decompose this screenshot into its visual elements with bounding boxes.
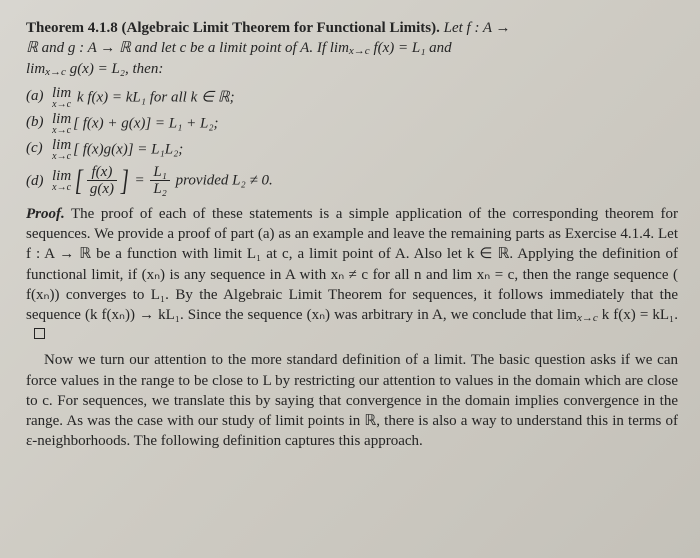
item-a-text: k f(x) = kL₁ for all k ∈ ℝ; [73,89,235,105]
qed-icon [34,328,45,339]
item-a-body: limx→c k f(x) = kL₁ for all k ∈ ℝ; [52,86,678,110]
item-d-lim-sub: x→c [52,183,71,193]
item-d-frac1-den: g(x) [87,181,117,198]
item-c: (c) limx→c[ f(x)g(x)] = L₁L₂; [26,138,678,162]
proof-label: Proof. [26,206,65,222]
item-d: (d) limx→c[f(x)g(x)] = L₁L₂ provided L₂ … [26,164,678,198]
proof-tail-sub: x→c [577,312,598,324]
item-b-body: limx→c[ f(x) + g(x)] = L₁ + L₂; [52,112,678,136]
item-a-label: (a) [26,86,52,106]
proof-tail-post: k f(x) = kL₁. [598,307,678,323]
lim2-sub: x→c [45,66,66,78]
item-c-label: (c) [26,138,52,158]
left-bracket-icon: [ [75,166,83,196]
theorem-statement: Theorem 4.1.8 (Algebraic Limit Theorem f… [26,18,678,80]
theorem-title: (Algebraic Limit Theorem for Functional … [122,20,440,36]
theorem-lim1-post: f(x) = L₁ and [370,40,452,56]
theorem-number: Theorem 4.1.8 [26,20,118,36]
theorem-line3-pre: lim [26,61,45,77]
right-bracket-icon: ] [121,166,129,196]
item-d-eq: = [131,172,149,188]
item-d-frac1-num: f(x) [87,164,117,182]
item-a-lim-sub: x→c [52,100,71,110]
lim1-sub: x→c [349,45,370,57]
item-d-tail: provided L₂ ≠ 0. [172,172,273,188]
item-c-text: [ f(x)g(x)] = L₁L₂; [73,141,183,157]
proof-body: The proof of each of these statements is… [26,206,678,323]
item-b-lim-sub: x→c [52,126,71,136]
item-b-text: [ f(x) + g(x)] = L₁ + L₂; [73,115,218,131]
followup-paragraph: Now we turn our attention to the more st… [26,350,678,451]
item-d-label: (d) [26,171,52,191]
theorem-line2: ℝ and g : A → ℝ and let c be a limit poi… [26,40,349,56]
theorem-list: (a) limx→c k f(x) = kL₁ for all k ∈ ℝ; (… [26,86,678,198]
theorem-lim2-post: g(x) = L₂, then: [66,61,163,77]
item-b-label: (b) [26,112,52,132]
item-d-frac2: L₁L₂ [150,164,170,198]
item-d-frac2-den: L₂ [150,181,170,198]
item-d-body: limx→c[f(x)g(x)] = L₁L₂ provided L₂ ≠ 0. [52,164,678,198]
item-d-frac1: f(x)g(x) [87,164,117,198]
item-d-frac2-num: L₁ [150,164,170,182]
theorem-pre: Let f : A → [444,20,511,36]
item-c-body: limx→c[ f(x)g(x)] = L₁L₂; [52,138,678,162]
item-c-lim-sub: x→c [52,152,71,162]
item-a: (a) limx→c k f(x) = kL₁ for all k ∈ ℝ; [26,86,678,110]
item-b: (b) limx→c[ f(x) + g(x)] = L₁ + L₂; [26,112,678,136]
proof-paragraph: Proof. The proof of each of these statem… [26,204,678,346]
